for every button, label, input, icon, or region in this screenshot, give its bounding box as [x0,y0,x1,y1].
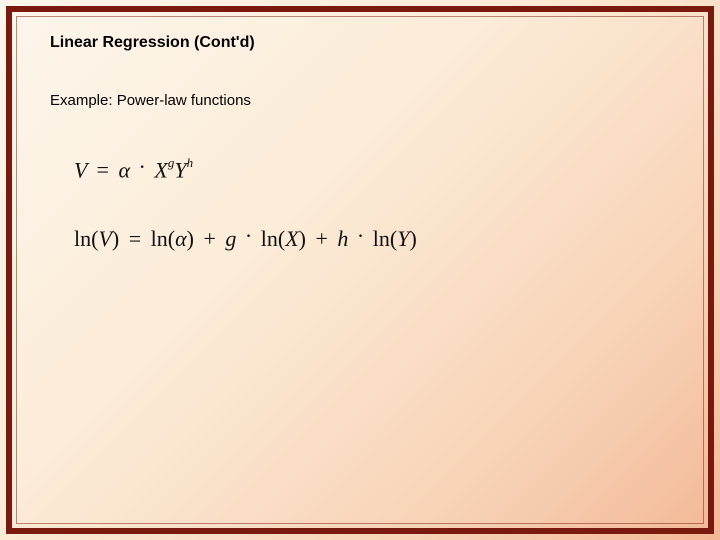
equation-2: ln(V) = ln(α) + g · ln(X) + h · ln(Y) [74,226,670,252]
eq2-equals: = [125,226,145,251]
eq2-dot1: · [242,223,255,248]
slide-content: Linear Regression (Cont'd) Example: Powe… [50,34,670,294]
equation-1: V = α · XgYh [74,157,670,184]
eq2-plus2: + [311,226,331,251]
eq2-plus1: + [200,226,220,251]
eq2-dot2: · [354,223,367,248]
eq2-rp1: ) [112,226,119,251]
eq1-Y: Y [174,157,186,182]
eq2-h: h [337,226,348,251]
eq1-h: h [187,155,194,170]
slide-title: Linear Regression (Cont'd) [50,34,670,52]
eq2-rp2: ) [187,226,194,251]
eq2-g: g [225,226,236,251]
eq2-Y: Y [397,226,409,251]
eq2-ln4: ln [373,226,390,251]
eq1-X: X [154,157,167,182]
eq2-rp3: ) [299,226,306,251]
eq1-dot: · [136,154,149,179]
eq2-alpha: α [175,226,187,251]
eq2-ln3: ln [261,226,278,251]
slide-subtitle: Example: Power-law functions [50,92,670,109]
eq2-X: X [285,226,298,251]
eq1-equals: = [93,157,113,182]
eq2-V: V [98,226,111,251]
eq2-rp4: ) [409,226,416,251]
eq1-alpha: α [118,157,130,182]
eq2-ln1: ln [74,226,91,251]
eq2-ln2: ln [151,226,168,251]
eq1-g: g [168,155,175,170]
eq2-lp2: ( [168,226,175,251]
eq1-V: V [74,157,87,182]
